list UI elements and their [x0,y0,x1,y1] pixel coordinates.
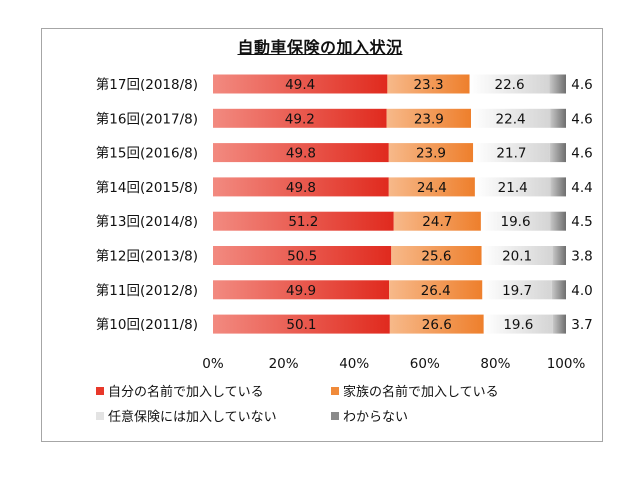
chart-frame [41,28,603,442]
category-label: 第10回(2011/8) [96,316,198,333]
data-label: 26.4 [421,283,451,299]
bar-segment [552,314,566,334]
legend-swatch [331,411,339,420]
data-label: 22.4 [496,111,526,127]
bar-segment [550,108,566,128]
bar-segment [469,74,550,94]
bar-segment [549,143,566,163]
chart-title: 自動車保険の加入状況 [237,38,403,57]
legend-label: 自分の名前で加入している [108,385,264,400]
legend-item: 家族の名前で加入している [331,381,566,400]
x-tick-label: 0% [202,356,224,372]
data-label: 23.3 [413,77,443,93]
x-tick-label: 100% [547,356,586,372]
bar-segment [481,246,553,265]
data-label: 51.2 [288,214,318,230]
data-label: 22.6 [494,77,524,93]
bar-segment [551,280,566,300]
legend-swatch [96,386,104,395]
data-label: 20.1 [502,249,532,265]
data-label: 19.6 [500,214,530,230]
category-label: 第13回(2014/8) [96,213,198,230]
data-label: 4.4 [571,180,592,196]
data-label: 49.8 [286,146,316,162]
legend-label: 家族の名前で加入している [343,385,499,400]
data-label: 26.6 [422,317,452,333]
bar-segment [213,280,390,300]
bar-segment [480,211,551,231]
category-label: 第17回(2018/8) [96,76,198,93]
bar-segment [482,280,552,300]
category-label: 第14回(2015/8) [96,179,198,196]
data-label: 49.9 [286,283,316,299]
legend-label: 任意保険には加入していない [108,410,277,425]
x-tick-label: 40% [339,356,369,372]
data-label: 24.7 [422,214,452,230]
data-label: 19.7 [502,283,532,299]
data-label: 3.8 [571,249,592,265]
data-label: 50.1 [286,317,316,333]
bar-segment [389,314,484,334]
data-label: 23.9 [414,111,444,127]
category-label: 第12回(2013/8) [96,248,198,265]
data-label: 4.6 [571,111,592,127]
category-label: 第15回(2016/8) [96,145,198,162]
x-tick-label: 80% [480,356,510,372]
data-label: 3.7 [571,317,592,333]
data-label: 50.5 [287,249,317,265]
data-label: 49.8 [286,180,316,196]
bar-segment [471,108,551,128]
bar-segment [388,143,474,163]
data-label: 4.5 [571,214,592,230]
bar-segment [389,280,483,300]
bar-segment [552,246,566,265]
legend-swatch [331,386,339,395]
bar-segment [391,246,482,265]
bar-segment [483,314,553,334]
category-label: 第11回(2012/8) [96,282,198,299]
data-label: 21.4 [498,180,528,196]
bar-segment [388,177,475,197]
data-label: 49.4 [285,77,315,93]
data-label: 24.4 [417,180,447,196]
bar-segment [213,314,390,334]
x-tick-label: 20% [269,356,299,372]
data-label: 4.6 [571,146,592,162]
bar-segment [213,177,389,197]
bar-segment [474,177,551,197]
legend-label: わからない [343,410,409,425]
bar-segment [213,108,387,128]
data-label: 21.7 [496,146,526,162]
data-label: 19.6 [503,317,533,333]
legend-item: 任意保険には加入していない [96,406,331,425]
legend-swatch [96,411,104,420]
legend-item: 自分の名前で加入している [96,381,331,400]
bar-segment [213,211,394,231]
x-tick-label: 60% [410,356,440,372]
bar-segment [387,74,470,94]
bar-segment [213,246,392,265]
data-label: 23.9 [416,146,446,162]
bar-segment [550,177,566,197]
bar-segment [549,74,566,94]
bar-segment [213,143,389,163]
legend-item: わからない [331,406,566,425]
data-label: 25.6 [421,249,451,265]
bar-segment [213,74,388,94]
bar-segment [393,211,481,231]
data-label: 4.0 [571,283,592,299]
data-label: 49.2 [285,111,315,127]
bar-segment [386,108,472,128]
data-label: 4.6 [571,77,592,93]
category-label: 第16回(2017/8) [96,110,198,127]
legend: 自分の名前で加入している 家族の名前で加入している任意保険には加入していない わから… [96,381,566,425]
bar-segment [473,143,550,163]
bar-segment [550,211,566,231]
